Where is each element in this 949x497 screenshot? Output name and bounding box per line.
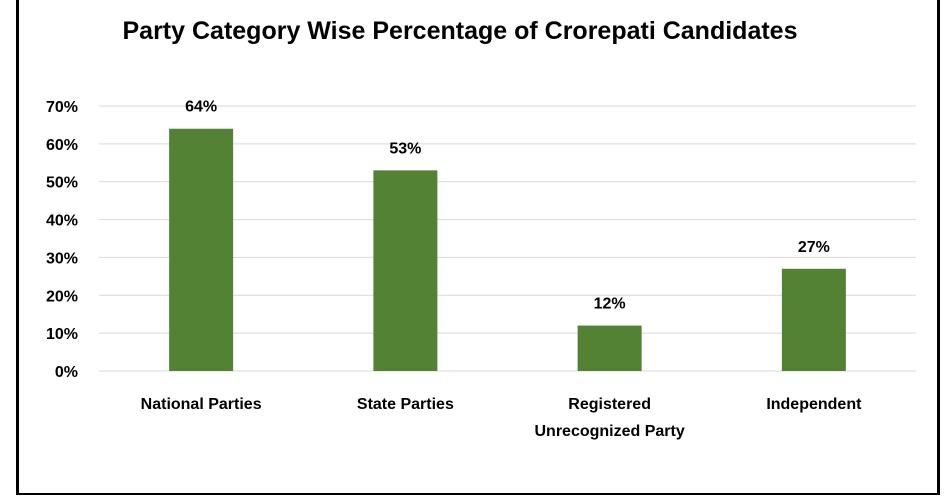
bar [169, 128, 234, 371]
y-tick-label: 50% [46, 175, 78, 192]
data-label: 53% [389, 140, 421, 157]
y-axis-ticks: 0% 10% 20% 30% 40% 50% 60% 70% [46, 99, 78, 381]
data-labels: 64% 53% 12% 27% [185, 99, 830, 313]
data-label: 27% [798, 239, 830, 256]
category-label: State Parties [357, 396, 454, 413]
y-tick-label: 10% [46, 326, 78, 343]
data-label: 64% [185, 99, 217, 116]
bar [781, 268, 846, 371]
gridlines [99, 105, 916, 372]
category-label: Unrecognized Party [534, 423, 684, 440]
bar [373, 170, 438, 371]
x-axis-categories: National Parties State Parties Registered U… [141, 396, 862, 440]
chart-title: Party Category Wise Percentage of Crorep… [122, 17, 798, 45]
y-tick-label: 70% [46, 99, 78, 116]
y-tick-label: 0% [55, 364, 78, 381]
data-label: 12% [594, 296, 626, 313]
category-label: Independent [766, 396, 862, 413]
bar [577, 325, 642, 371]
category-label: National Parties [141, 396, 262, 413]
bars [169, 128, 846, 371]
y-tick-label: 40% [46, 213, 78, 230]
category-label: Registered [568, 396, 651, 413]
y-tick-label: 20% [46, 288, 78, 305]
y-tick-label: 30% [46, 250, 78, 267]
y-tick-label: 60% [46, 137, 78, 154]
